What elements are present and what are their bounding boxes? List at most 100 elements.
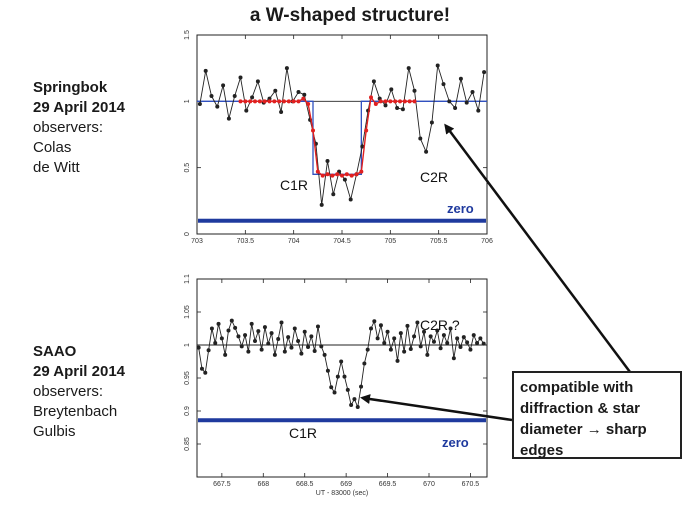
data-point: [302, 329, 307, 334]
data-point: [196, 345, 201, 350]
observer-name: Gulbis: [33, 423, 76, 440]
data-point: [458, 76, 463, 81]
data-point: [360, 144, 365, 149]
data-point: [441, 333, 446, 338]
data-point: [319, 344, 324, 349]
data-point: [243, 333, 248, 338]
data-point: [375, 336, 380, 341]
zero-label: zero: [447, 201, 474, 216]
data-point: [216, 321, 221, 326]
data-point: [438, 346, 443, 351]
model-fit-point: [315, 169, 320, 174]
model-fit-point: [248, 99, 253, 104]
data-point: [412, 334, 417, 339]
data-point: [253, 339, 257, 344]
x-tick-label: 669: [340, 481, 352, 488]
observer-name: Colas: [33, 139, 72, 156]
data-point: [398, 331, 403, 336]
site-name: Springbok: [33, 79, 108, 96]
observation-date: 29 April 2014: [33, 99, 125, 116]
model-fit-point: [378, 99, 383, 104]
data-point: [322, 352, 327, 357]
data-point: [345, 387, 350, 392]
model-fit-point: [330, 173, 335, 178]
data-point: [482, 70, 487, 75]
y-tick-label: 0.9: [184, 406, 191, 416]
data-point: [431, 339, 436, 344]
zero-level-line: [198, 418, 486, 423]
model-fit-point: [369, 95, 373, 100]
data-point: [279, 320, 284, 325]
data-point: [481, 341, 486, 346]
x-tick-label: 705: [384, 238, 396, 245]
data-point: [451, 356, 456, 361]
model-fit-point: [383, 99, 388, 104]
data-point: [219, 336, 224, 341]
model-fit-point: [340, 173, 344, 178]
model-fit-point: [262, 99, 267, 104]
data-point: [284, 66, 289, 71]
y-tick-label: 0.95: [184, 371, 191, 385]
data-point: [389, 87, 394, 92]
x-tick-label: 706: [481, 238, 493, 245]
x-tick-label: 703: [191, 238, 203, 245]
data-point: [378, 323, 383, 328]
data-point: [478, 336, 483, 341]
data-point: [203, 68, 208, 73]
data-point: [352, 397, 357, 402]
event-label: C2R: [420, 169, 448, 185]
data-point: [238, 75, 243, 80]
model-fit-point: [272, 99, 277, 104]
x-axis-label: UT - 83000 (sec): [316, 490, 368, 497]
callout-arrow-to-springbok: [444, 123, 632, 373]
data-point: [199, 366, 204, 371]
x-tick-label: 669.5: [379, 481, 397, 488]
data-point: [342, 177, 347, 182]
model-fit-point: [349, 173, 354, 178]
event-label: C2R ?: [420, 317, 460, 333]
data-point: [233, 325, 238, 330]
model-fit-point: [238, 99, 243, 104]
data-point: [408, 346, 413, 351]
data-point: [292, 326, 297, 331]
data-point: [259, 347, 264, 352]
zero-level-line: [198, 218, 486, 223]
model-fit-point: [291, 99, 296, 104]
model-fit-point: [282, 99, 286, 104]
data-point: [406, 66, 411, 71]
data-point: [262, 325, 267, 330]
data-point: [455, 336, 460, 341]
data-point: [309, 334, 314, 339]
model-fit-point: [286, 99, 291, 104]
model-fit-point: [393, 99, 398, 104]
data-point: [331, 192, 336, 197]
data-point: [229, 318, 234, 323]
observation-block-saao: SAAO 29 April 2014 observers: Breytenbac…: [33, 342, 125, 442]
model-fit-point: [301, 96, 306, 101]
data-point: [415, 320, 420, 325]
data-point: [286, 335, 291, 340]
data-point: [342, 374, 347, 379]
data-point: [273, 88, 278, 93]
data-point: [388, 347, 393, 352]
model-fit-point: [398, 99, 402, 104]
data-point: [332, 390, 337, 395]
data-point: [203, 370, 208, 375]
data-point: [365, 347, 370, 352]
data-point: [382, 341, 387, 346]
data-point: [319, 202, 324, 207]
x-tick-label: 670.5: [462, 481, 480, 488]
observer-name: Breytenbach: [33, 403, 118, 420]
x-tick-label: 705.5: [430, 238, 448, 245]
data-point: [197, 101, 202, 106]
data-point: [371, 79, 376, 84]
data-point: [296, 90, 301, 95]
y-tick-label: 0.85: [184, 437, 191, 451]
data-point: [312, 348, 317, 353]
data-point: [244, 108, 249, 113]
model-fit-point: [253, 99, 257, 104]
y-tick-label: 0.5: [184, 163, 191, 173]
model-fit-point: [364, 128, 369, 133]
data-point: [471, 333, 476, 338]
